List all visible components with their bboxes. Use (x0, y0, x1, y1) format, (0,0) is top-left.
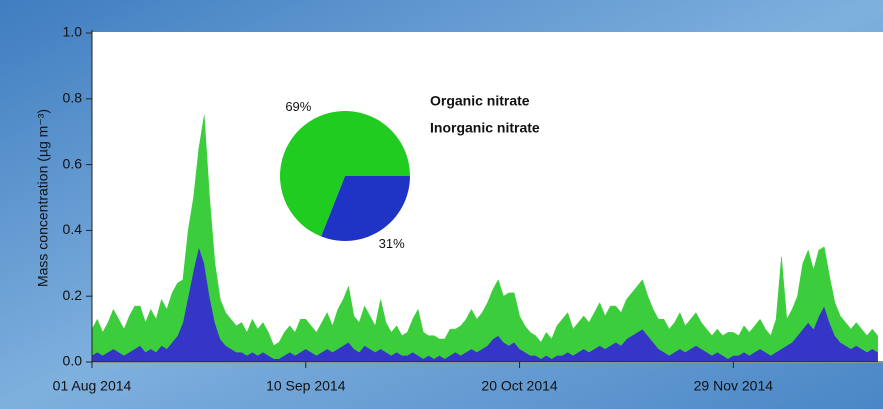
y-tick-label: 0.6 (63, 155, 83, 171)
y-tick-label: 0.0 (63, 353, 83, 369)
x-tick-label: 20 Oct 2014 (481, 378, 557, 394)
legend-entry: Inorganic nitrate (430, 120, 540, 136)
y-tick-label: 0.8 (63, 90, 83, 106)
y-tick-label: 0.4 (63, 221, 83, 237)
x-tick-label: 29 Nov 2014 (694, 378, 774, 394)
y-axis-label: Mass concentration (µg m⁻³) (35, 109, 51, 287)
area (91, 115, 878, 360)
y-tick-label: 1.0 (63, 24, 83, 40)
pie-label: 69% (285, 99, 311, 114)
pie-label: 31% (379, 236, 405, 251)
pie-slice (321, 176, 410, 241)
legend-entry: Organic nitrate (430, 93, 530, 109)
pie-slice (280, 111, 410, 237)
x-tick-label: 10 Sep 2014 (266, 378, 346, 394)
y-tick-label: 0.2 (63, 287, 83, 303)
x-tick-label: 01 Aug 2014 (53, 378, 132, 394)
